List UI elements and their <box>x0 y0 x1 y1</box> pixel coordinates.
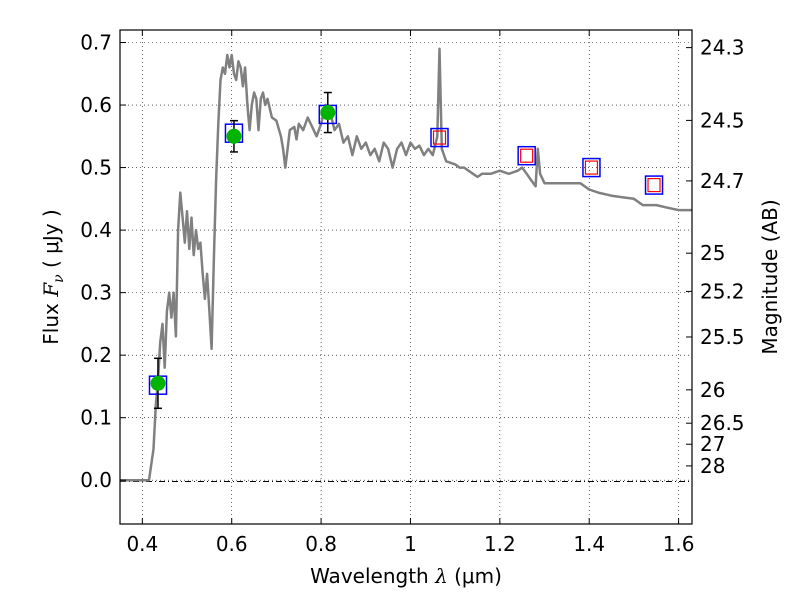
y-tick-label: 0.0 <box>80 468 112 492</box>
synthetic-box-marker <box>582 157 601 178</box>
x-tick-label: 1.2 <box>484 532 516 556</box>
y2-tick-label: 24.7 <box>700 169 745 193</box>
synthetic-box-marker <box>430 127 449 148</box>
red-box-marker <box>520 148 534 163</box>
synthetic-box-marker <box>644 175 664 195</box>
y2-tick-label: 25 <box>700 241 725 265</box>
x-tick-label: 0.6 <box>216 532 248 556</box>
observed-point <box>150 375 166 391</box>
y-tick-label: 0.2 <box>80 343 112 367</box>
y-tick-label: 0.3 <box>80 281 112 305</box>
y2-tick-label: 25.2 <box>700 279 745 303</box>
plot-frame <box>119 29 693 525</box>
observed-point <box>320 105 336 121</box>
y2-tick-label: 24.3 <box>700 36 745 60</box>
model-spectrum <box>120 47 692 482</box>
y-tick-label: 0.4 <box>80 218 112 242</box>
x-tick-label: 1.4 <box>573 532 605 556</box>
y-tick-label: 0.5 <box>80 156 112 180</box>
y-tick-label: 0.6 <box>80 93 112 117</box>
y2-tick-label: 24.5 <box>700 108 745 132</box>
y-axis-label: Flux Fν ( μJy ) <box>39 209 67 344</box>
y2-tick-label: 25.5 <box>700 325 745 349</box>
model-spectrum-line <box>120 47 692 482</box>
y-tick-label: 0.1 <box>80 406 112 430</box>
x-tick-label: 1 <box>404 532 417 556</box>
synthetic-box-marker <box>517 145 536 166</box>
red-box-marker <box>432 130 447 145</box>
y2-tick-label: 26 <box>700 378 725 402</box>
x-tick-label: 0.8 <box>305 532 337 556</box>
y-tick-label: 0.7 <box>80 31 112 55</box>
x-tick-label: 1.6 <box>663 532 695 556</box>
red-box-marker <box>584 160 599 175</box>
x-axis-ticks: 0.4 0.6 0.8 1 1.2 1.4 1.6 <box>126 30 695 556</box>
grid-lines <box>120 30 692 524</box>
x-axis-label: Wavelength λ (μm) <box>310 564 502 588</box>
y2-tick-label: 26.5 <box>700 411 745 435</box>
y-axis-ticks: 0.0 0.1 0.2 0.3 0.4 0.5 0.6 0.7 <box>80 31 126 492</box>
y2-axis-label: Magnitude (AB) <box>758 199 782 354</box>
red-box-marker <box>647 177 661 193</box>
y2-tick-label: 27 <box>700 432 725 456</box>
x-tick-label: 0.4 <box>126 532 158 556</box>
observed-point <box>226 128 242 144</box>
y2-tick-label: 28 <box>700 454 725 478</box>
photometry-markers <box>148 91 664 410</box>
